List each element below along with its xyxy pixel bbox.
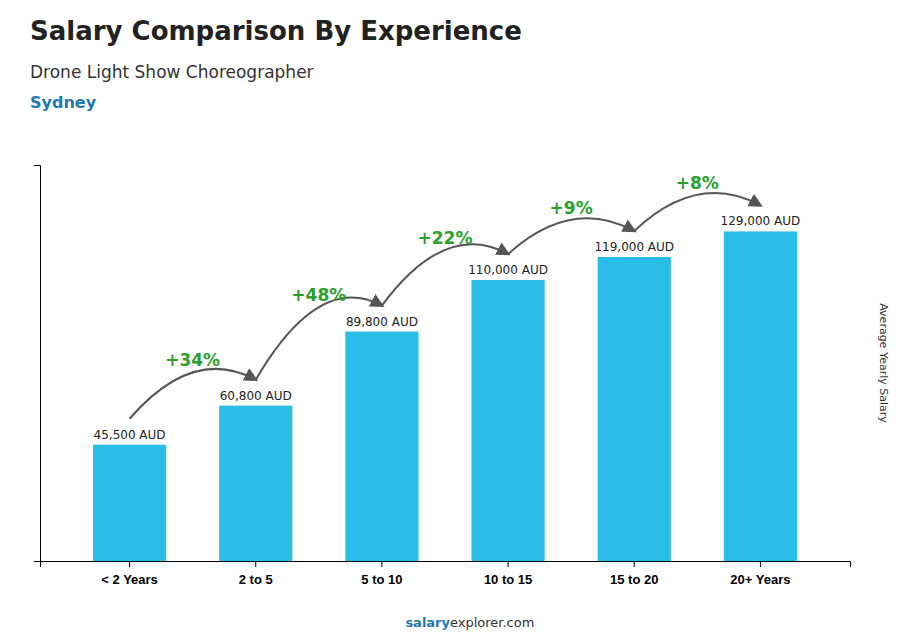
pct-label: +8% (676, 173, 719, 193)
x-axis-line (41, 562, 851, 568)
title: Salary Comparison By Experience (30, 16, 522, 46)
bar (724, 231, 797, 561)
value-label: 45,500 AUD (94, 428, 166, 442)
value-label: 110,000 AUD (468, 263, 548, 277)
value-label: 129,000 AUD (721, 214, 801, 228)
x-tick-label: 10 to 15 (484, 572, 532, 587)
bar (345, 332, 418, 561)
x-tick-mark (760, 561, 761, 567)
x-tick-label: < 2 Years (101, 572, 158, 587)
x-tick: 15 to 20 (610, 561, 658, 587)
footer-bold: salary (405, 615, 450, 630)
x-tick-mark (129, 561, 130, 567)
x-tick-label: 5 to 10 (361, 572, 402, 587)
arrow (634, 193, 760, 231)
pct-label: +48% (291, 285, 346, 305)
y-axis (34, 166, 41, 562)
pct-label: +22% (418, 228, 473, 248)
x-tick-label: 2 to 5 (239, 572, 273, 587)
bar (471, 280, 544, 561)
x-tick-mark (381, 561, 382, 567)
bar (598, 257, 671, 561)
value-labels: 45,500 AUD 60,800 AUD 89,800 AUD 110,000 AU… (94, 214, 801, 441)
pct-label: +9% (550, 198, 593, 218)
x-tick-label: 15 to 20 (610, 572, 658, 587)
pct-label: +34% (165, 350, 220, 370)
subtitle: Drone Light Show Choreographer (30, 62, 314, 82)
arrow (130, 369, 256, 419)
x-tick: 5 to 10 (361, 561, 402, 587)
x-axis: < 2 Years 2 to 5 5 to 10 10 to 15 15 to 20 20… (41, 561, 851, 587)
x-tick-mark (508, 561, 509, 567)
x-tick: 10 to 15 (484, 561, 532, 587)
x-tick: 20+ Years (730, 561, 790, 587)
footer-regular: explorer.com (450, 615, 534, 630)
bars (93, 231, 797, 561)
city: Sydney (30, 93, 97, 112)
y-axis-line (34, 166, 41, 562)
arrow (508, 218, 634, 254)
x-tick: < 2 Years (101, 561, 158, 587)
value-label: 60,800 AUD (220, 389, 292, 403)
bar (219, 406, 292, 561)
annotations: +34% +48% +22% +9% +8% (130, 173, 761, 419)
arrow (256, 297, 382, 379)
x-tick-label: 20+ Years (730, 572, 790, 587)
x-tick-mark (634, 561, 635, 567)
chart: Salary Comparison By Experience Drone Lig… (0, 0, 900, 641)
arrow (382, 244, 508, 305)
bar (93, 445, 166, 561)
x-tick-mark (255, 561, 256, 567)
value-label: 119,000 AUD (594, 240, 674, 254)
y-label: Average Yearly Salary (877, 303, 890, 423)
x-tick: 2 to 5 (239, 561, 273, 587)
plot: < 2 Years 2 to 5 5 to 10 10 to 15 15 to 20 20… (34, 166, 851, 588)
value-label: 89,800 AUD (346, 315, 418, 329)
